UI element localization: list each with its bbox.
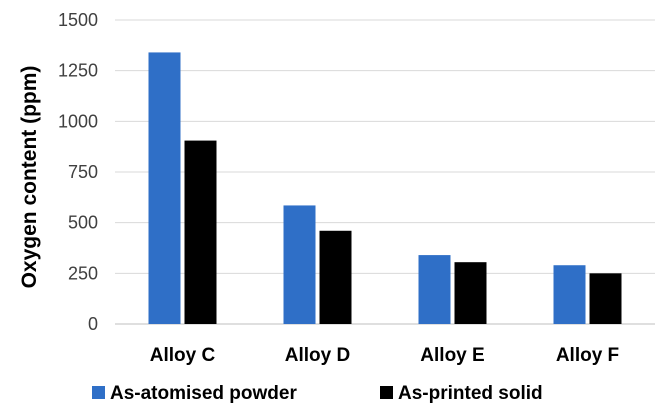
x-category-label: Alloy D — [285, 345, 350, 366]
legend-swatch — [92, 386, 105, 399]
x-category-label: Alloy C — [150, 345, 216, 366]
legend-label: As-atomised powder — [110, 383, 297, 404]
bar-solid-alloy-e — [454, 262, 487, 324]
y-tick-label: 500 — [68, 213, 98, 233]
bars — [148, 52, 622, 324]
y-axis-ticks: 0 250 500 750 1000 1250 1500 — [58, 10, 98, 334]
y-tick-label: 1500 — [58, 10, 98, 30]
x-category-label: Alloy E — [420, 345, 484, 366]
bar-solid-alloy-c — [184, 140, 217, 324]
y-tick-label: 750 — [68, 162, 98, 182]
legend-label: As-printed solid — [398, 383, 543, 404]
bar-powder-alloy-c — [148, 52, 181, 324]
bar-powder-alloy-f — [553, 265, 586, 324]
x-category-label: Alloy F — [556, 345, 619, 366]
bar-powder-alloy-e — [418, 255, 451, 324]
bar-solid-alloy-d — [319, 230, 352, 324]
y-tick-label: 1000 — [58, 111, 98, 131]
legend-swatch — [380, 386, 393, 399]
y-axis-title: Oxygen content (ppm) — [18, 66, 41, 289]
bar-powder-alloy-d — [283, 205, 316, 324]
y-tick-label: 1250 — [58, 61, 98, 81]
x-axis-categories: Alloy C Alloy D Alloy E Alloy F — [150, 345, 619, 366]
y-tick-label: 0 — [88, 314, 98, 334]
y-tick-label: 250 — [68, 263, 98, 283]
legend: As-atomised powder As-printed solid — [92, 383, 543, 404]
bar-solid-alloy-f — [589, 273, 622, 324]
